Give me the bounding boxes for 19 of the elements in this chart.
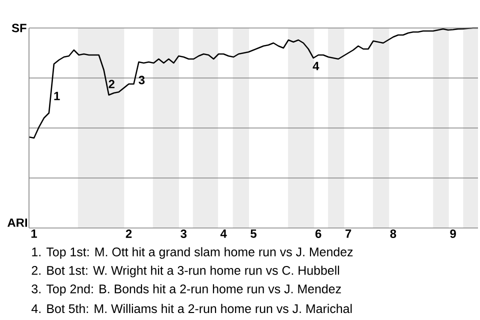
text: 4. Bot 5th: M. Williams hit a 2-run home run vs J. Marichal [31, 304, 352, 314]
text: 3. Top 2nd: B. Bonds hit a 2-run home run vs J. Mendez [32, 284, 341, 296]
x-tick-label: 1 [31, 230, 37, 238]
x-tick-label: 5 [250, 230, 256, 238]
x-tick-label: 8 [390, 230, 396, 238]
text: 2. Bot 1st: W. Wright hit a 3-run home run vs C. Hubbell [32, 266, 340, 278]
x-tick-label: 9 [450, 230, 456, 238]
x-tick-label: 2 [126, 230, 132, 238]
x-tick-label: 3 [180, 230, 187, 238]
text: ARI [8, 218, 27, 227]
x-tick-label: 7 [345, 230, 352, 238]
annotation: 3 [138, 76, 145, 84]
annotation: 2 [108, 80, 114, 88]
x-tick-label: 6 [315, 230, 322, 238]
x-tick-label: 4 [220, 230, 227, 238]
annotation: 4 [312, 62, 320, 70]
annotation: 1 [54, 92, 60, 100]
y-axis-title: SF [12, 24, 26, 32]
text: 1. Top 1st: M. Ott hit a grand slam home run vs J. Mendez [32, 247, 353, 259]
